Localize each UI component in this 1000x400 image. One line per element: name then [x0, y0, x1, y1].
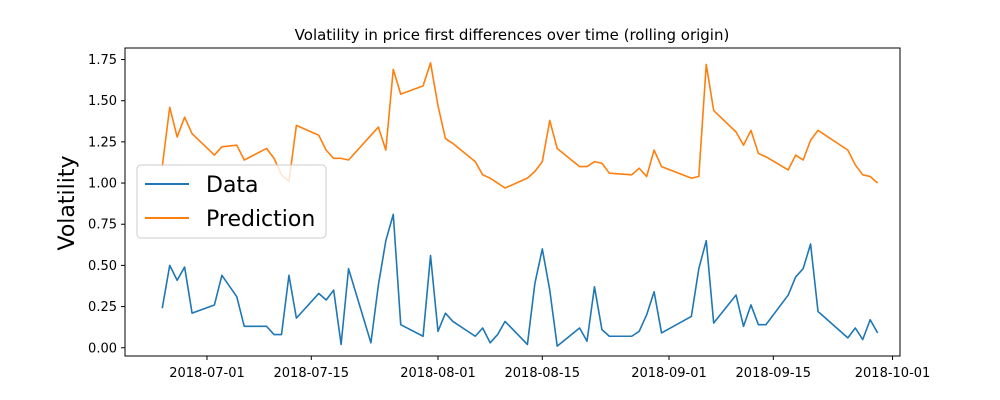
x-tick-label: 2018-10-01 — [855, 366, 931, 381]
x-tick-label: 2018-08-01 — [400, 366, 476, 381]
y-tick-label: 0.75 — [88, 218, 117, 233]
legend-label-data: Data — [206, 173, 259, 198]
x-tick-label: 2018-07-15 — [274, 366, 350, 381]
x-tick-label: 2018-08-15 — [505, 366, 581, 381]
chart-title: Volatility in price first differences ov… — [295, 26, 730, 44]
legend: Data Prediction — [136, 164, 327, 239]
series-line-data — [161, 213, 879, 347]
y-tick-label: 0.50 — [88, 259, 117, 274]
y-tick-label: 1.50 — [88, 94, 117, 109]
y-tick-label: 0.25 — [88, 300, 117, 315]
x-axis: 2018-07-01 2018-07-15 2018-08-01 2018-08-15… — [169, 356, 930, 381]
y-axis-label: Volatility — [55, 155, 80, 250]
plot-frame — [124, 47, 901, 357]
y-tick-label: 1.00 — [88, 177, 117, 192]
y-tick-label: 1.75 — [88, 53, 117, 68]
x-tick-label: 2018-07-01 — [169, 366, 245, 381]
y-tick-label: 0.00 — [88, 341, 117, 356]
x-tick-label: 2018-09-01 — [631, 366, 707, 381]
y-axis: 0.00 0.25 0.50 0.75 1.00 1.25 1.50 1.75 — [88, 53, 125, 356]
x-tick-label: 2018-09-15 — [736, 366, 812, 381]
y-tick-label: 1.25 — [88, 135, 117, 150]
legend-label-prediction: Prediction — [206, 207, 315, 232]
